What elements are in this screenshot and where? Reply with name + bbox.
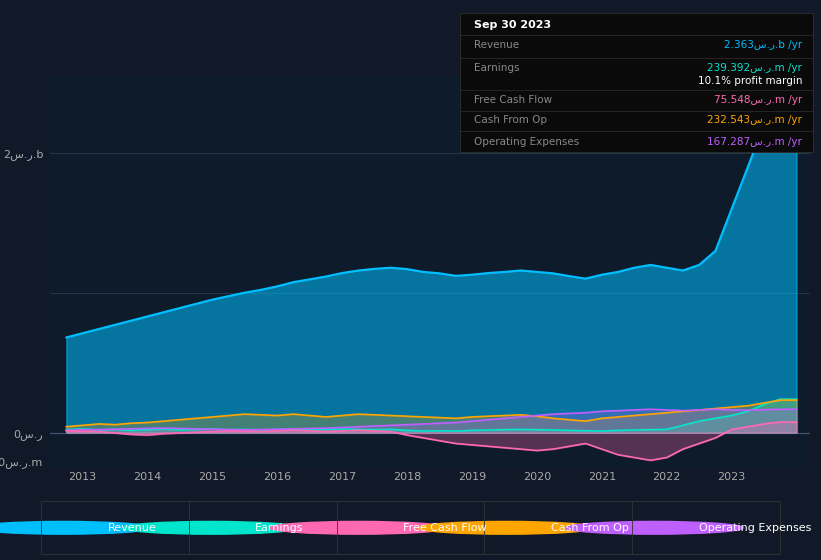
Text: Earnings: Earnings — [255, 523, 304, 533]
Circle shape — [0, 521, 152, 534]
Circle shape — [122, 521, 300, 534]
Text: Earnings: Earnings — [474, 63, 520, 73]
Text: 10.1% profit margin: 10.1% profit margin — [698, 76, 802, 86]
Text: Free Cash Flow: Free Cash Flow — [403, 523, 487, 533]
Text: Revenue: Revenue — [474, 40, 519, 50]
Text: 75.548س.ر.m /yr: 75.548س.ر.m /yr — [714, 95, 802, 105]
Text: 232.543س.ر.m /yr: 232.543س.ر.m /yr — [708, 115, 802, 125]
Text: Operating Expenses: Operating Expenses — [699, 523, 811, 533]
Text: Sep 30 2023: Sep 30 2023 — [474, 20, 551, 30]
Circle shape — [418, 521, 595, 534]
Circle shape — [566, 521, 743, 534]
Text: Revenue: Revenue — [108, 523, 156, 533]
Text: 167.287س.ر.m /yr: 167.287س.ر.m /yr — [708, 137, 802, 147]
Text: 2.363س.ر.b /yr: 2.363س.ر.b /yr — [724, 40, 802, 50]
Text: Cash From Op: Cash From Op — [551, 523, 629, 533]
Text: Operating Expenses: Operating Expenses — [474, 137, 579, 147]
Text: Cash From Op: Cash From Op — [474, 115, 547, 125]
Text: Free Cash Flow: Free Cash Flow — [474, 95, 552, 105]
Circle shape — [270, 521, 447, 534]
Text: 239.392س.ر.m /yr: 239.392س.ر.m /yr — [708, 63, 802, 73]
